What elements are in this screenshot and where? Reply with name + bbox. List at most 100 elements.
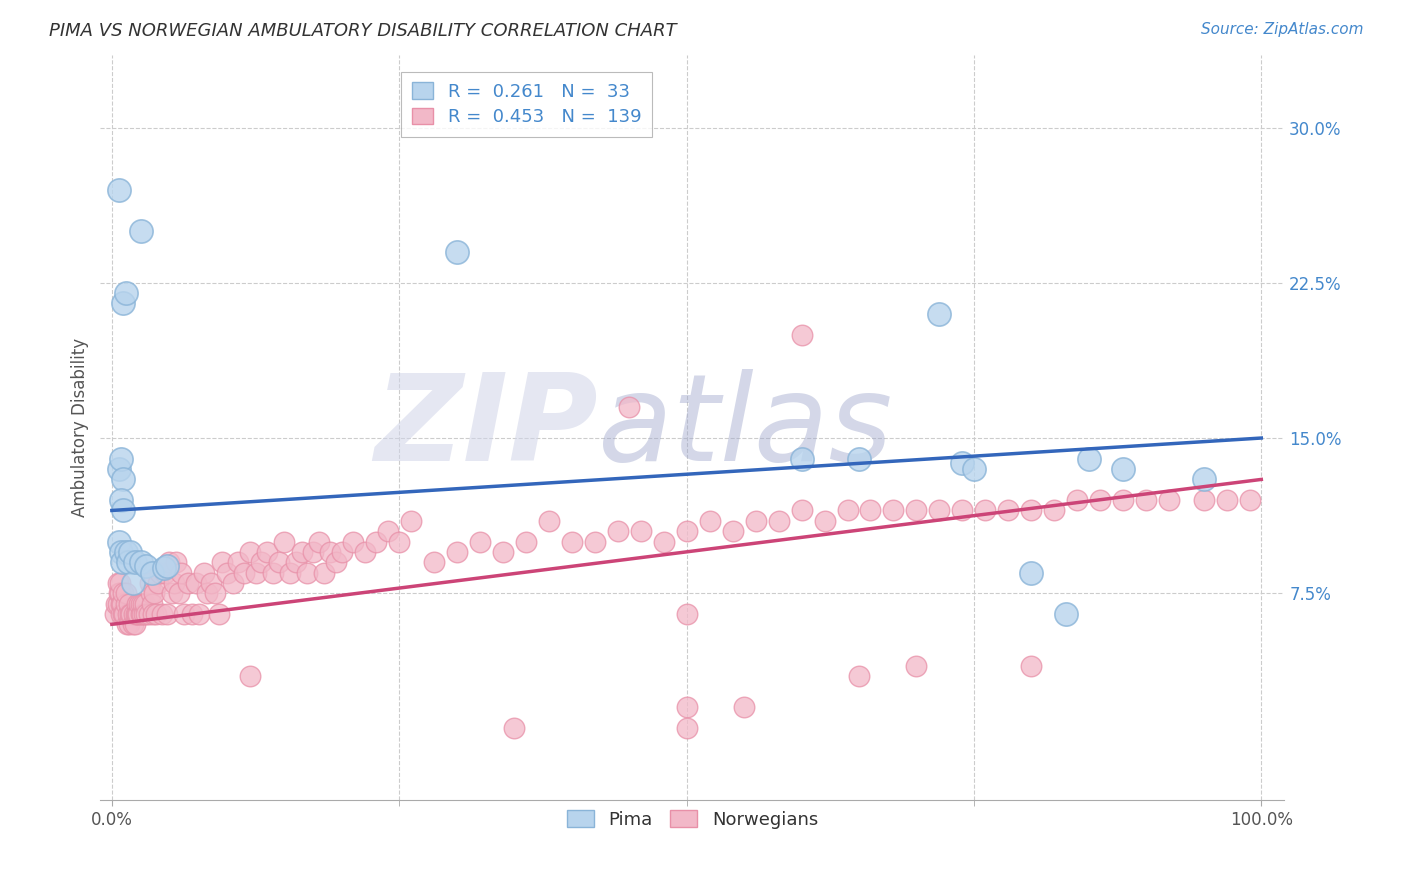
- Y-axis label: Ambulatory Disability: Ambulatory Disability: [72, 338, 89, 517]
- Point: [226, 555, 249, 569]
- Point: [1216, 493, 1239, 508]
- Point: [134, 597, 156, 611]
- Point: [211, 555, 233, 569]
- Point: [165, 555, 187, 569]
- Point: [733, 700, 755, 714]
- Point: [146, 575, 169, 590]
- Point: [121, 617, 143, 632]
- Point: [120, 545, 142, 559]
- Point: [120, 607, 142, 621]
- Point: [117, 607, 139, 621]
- Point: [302, 545, 325, 559]
- Text: atlas: atlas: [598, 369, 893, 486]
- Point: [928, 307, 950, 321]
- Text: Source: ZipAtlas.com: Source: ZipAtlas.com: [1201, 22, 1364, 37]
- Point: [152, 561, 174, 575]
- Point: [128, 597, 150, 611]
- Point: [138, 607, 160, 621]
- Point: [273, 534, 295, 549]
- Point: [250, 555, 273, 569]
- Point: [127, 607, 149, 621]
- Point: [256, 545, 278, 559]
- Point: [366, 534, 388, 549]
- Point: [141, 566, 163, 580]
- Point: [952, 456, 974, 470]
- Point: [112, 472, 135, 486]
- Point: [163, 575, 186, 590]
- Point: [675, 607, 697, 621]
- Point: [200, 575, 222, 590]
- Text: PIMA VS NORWEGIAN AMBULATORY DISABILITY CORRELATION CHART: PIMA VS NORWEGIAN AMBULATORY DISABILITY …: [49, 22, 676, 40]
- Point: [859, 503, 882, 517]
- Point: [152, 607, 174, 621]
- Point: [330, 545, 353, 559]
- Point: [314, 566, 336, 580]
- Point: [120, 607, 142, 621]
- Point: [583, 534, 606, 549]
- Point: [606, 524, 628, 538]
- Point: [195, 586, 218, 600]
- Point: [848, 669, 870, 683]
- Point: [675, 524, 697, 538]
- Point: [118, 597, 141, 611]
- Point: [145, 607, 167, 621]
- Point: [422, 555, 444, 569]
- Point: [721, 524, 744, 538]
- Point: [1239, 493, 1261, 508]
- Point: [1192, 472, 1215, 486]
- Point: [107, 534, 129, 549]
- Point: [114, 286, 136, 301]
- Point: [1192, 493, 1215, 508]
- Point: [177, 575, 200, 590]
- Point: [882, 503, 904, 517]
- Legend: Pima, Norwegians: Pima, Norwegians: [560, 803, 825, 836]
- Point: [142, 607, 165, 621]
- Point: [388, 534, 411, 549]
- Point: [115, 617, 138, 632]
- Point: [184, 575, 207, 590]
- Point: [107, 597, 129, 611]
- Point: [173, 607, 195, 621]
- Point: [107, 586, 129, 600]
- Point: [221, 575, 243, 590]
- Point: [1021, 503, 1043, 517]
- Point: [617, 400, 640, 414]
- Point: [233, 566, 256, 580]
- Text: ZIP: ZIP: [374, 369, 598, 486]
- Point: [1043, 503, 1066, 517]
- Point: [446, 545, 468, 559]
- Point: [997, 503, 1019, 517]
- Point: [139, 586, 162, 600]
- Point: [963, 462, 986, 476]
- Point: [110, 545, 132, 559]
- Point: [1112, 493, 1135, 508]
- Point: [974, 503, 997, 517]
- Point: [110, 493, 132, 508]
- Point: [652, 534, 675, 549]
- Point: [848, 451, 870, 466]
- Point: [245, 566, 267, 580]
- Point: [308, 534, 330, 549]
- Point: [141, 597, 163, 611]
- Point: [278, 566, 301, 580]
- Point: [149, 566, 172, 580]
- Point: [156, 607, 179, 621]
- Point: [160, 586, 183, 600]
- Point: [208, 607, 231, 621]
- Point: [107, 183, 129, 197]
- Point: [135, 559, 157, 574]
- Point: [744, 514, 766, 528]
- Point: [124, 555, 146, 569]
- Point: [204, 586, 226, 600]
- Point: [135, 607, 157, 621]
- Point: [1090, 493, 1112, 508]
- Point: [399, 514, 422, 528]
- Point: [132, 607, 155, 621]
- Point: [112, 607, 135, 621]
- Point: [122, 607, 145, 621]
- Point: [215, 566, 238, 580]
- Point: [1021, 566, 1043, 580]
- Point: [104, 607, 127, 621]
- Point: [124, 617, 146, 632]
- Point: [125, 607, 148, 621]
